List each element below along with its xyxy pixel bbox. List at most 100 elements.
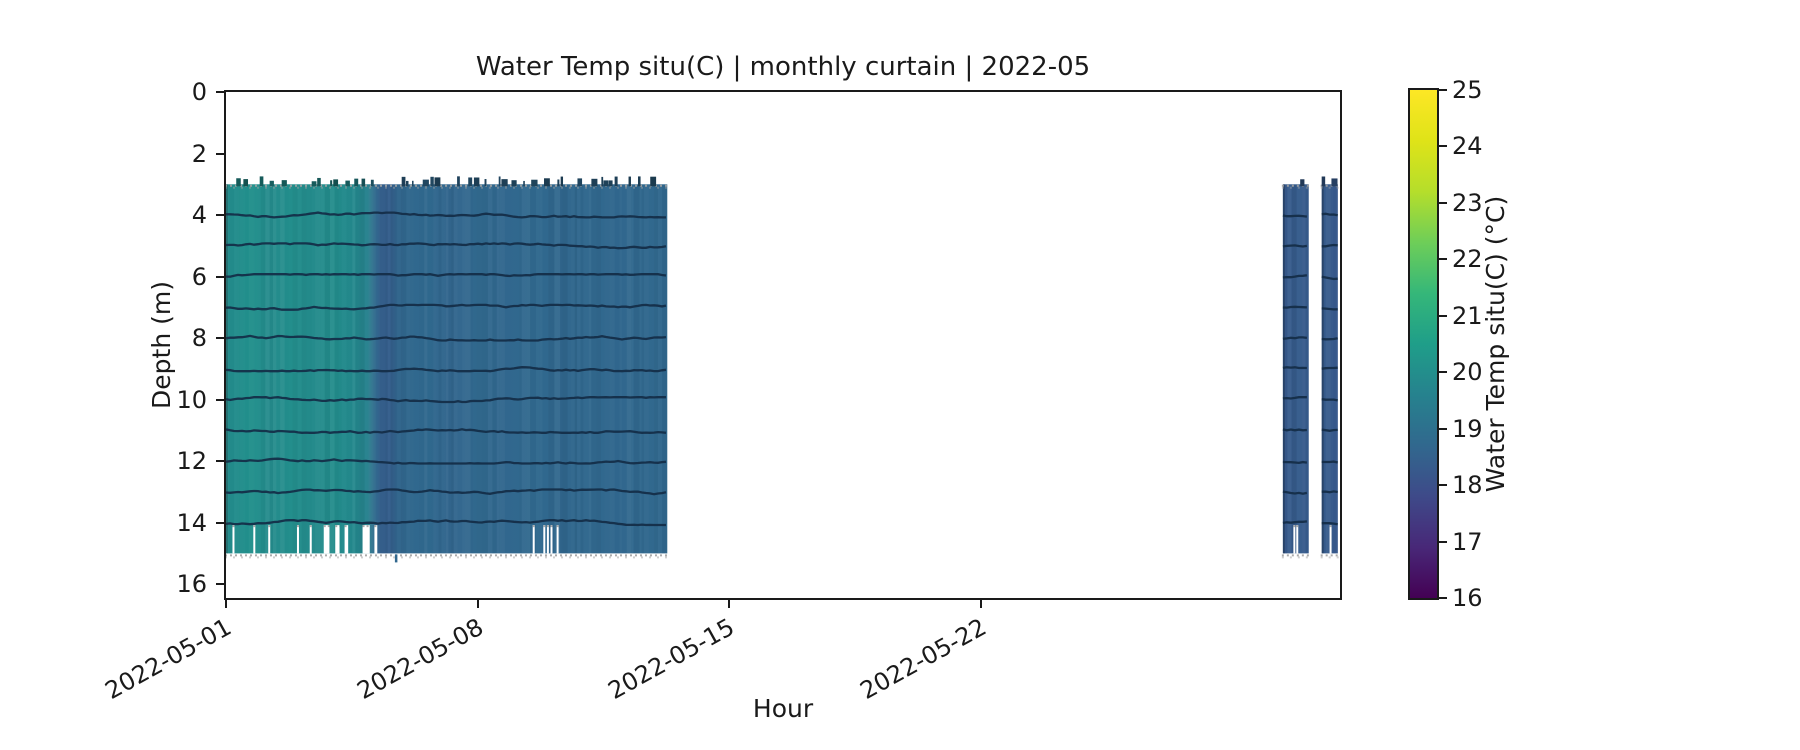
y-tick-mark [216, 398, 224, 401]
y-tick-label: 16 [176, 570, 207, 599]
y-tick-label: 4 [191, 201, 207, 230]
y-tick-label: 0 [191, 78, 207, 106]
data-gap [1296, 525, 1299, 554]
contour-line [226, 428, 667, 434]
colorbar-tick-label: 17 [1452, 527, 1483, 556]
contour-line [1282, 305, 1307, 309]
data-gap [546, 525, 549, 554]
y-tick-label: 12 [176, 447, 207, 476]
main-curtain-block [226, 176, 670, 563]
y-tick-label: 10 [176, 385, 207, 414]
contour-line [1321, 460, 1338, 464]
x-tick-mark [979, 599, 982, 608]
contour-line [1282, 428, 1307, 432]
contour-line [1321, 275, 1338, 281]
y-tick-label: 8 [191, 324, 207, 353]
contour-line [226, 211, 666, 219]
colorbar [1408, 88, 1439, 600]
surface-tick [430, 176, 434, 187]
surface-tick [333, 179, 339, 187]
surface-tick [531, 179, 538, 187]
y-tick-mark [216, 583, 224, 586]
data-gap [556, 525, 559, 554]
contour-line [226, 273, 667, 278]
surface-tick [608, 180, 613, 187]
surface-tick [401, 176, 406, 187]
surface-tick [614, 176, 618, 187]
colorbar-tick-label: 25 [1452, 76, 1483, 104]
surface-tick [498, 176, 501, 187]
x-tick-label: 2022-05-01 [100, 612, 237, 705]
contour-line [1321, 212, 1338, 217]
surface-tick [269, 180, 274, 187]
surface-tick [457, 176, 460, 187]
surface-tick [468, 177, 473, 187]
surface-tick [412, 180, 414, 187]
surface-tick [511, 180, 517, 187]
x-axis-label: Hour [752, 694, 814, 723]
below-edge-spike [394, 554, 398, 563]
colorbar-tick-label: 23 [1452, 188, 1483, 217]
colorbar-tick-mark [1439, 145, 1447, 148]
colorbar-tick-mark [1439, 89, 1447, 91]
data-gap [550, 525, 553, 554]
contour-line [226, 457, 667, 465]
contour-line [1321, 337, 1338, 341]
surface-tick [361, 178, 366, 187]
strip-2 [1320, 176, 1340, 559]
contour-line [226, 303, 667, 311]
colorbar-tick-label: 16 [1452, 584, 1483, 612]
x-tick-mark [728, 599, 731, 608]
y-tick-mark [216, 275, 224, 278]
contour-line [1321, 398, 1338, 402]
contour-line [1321, 490, 1338, 494]
colorbar-tick-label: 18 [1452, 471, 1483, 500]
y-tick-mark [216, 460, 224, 463]
colorbar-tick-mark [1439, 484, 1447, 487]
surface-tick [311, 181, 317, 187]
surface-tick [370, 179, 374, 187]
x-tick-mark [225, 599, 227, 608]
data-gap [532, 525, 535, 554]
contour-line [1282, 490, 1308, 495]
contour-line [1282, 520, 1308, 525]
y-tick-label: 14 [176, 508, 207, 537]
surface-tick [544, 178, 550, 187]
surface-tick [1300, 179, 1305, 187]
colorbar-tick-label: 22 [1452, 245, 1483, 274]
surface-tick [603, 180, 609, 187]
surface-tick [330, 180, 333, 187]
contour-line [1321, 428, 1338, 432]
data-gap [253, 525, 256, 554]
data-gap [1293, 525, 1296, 554]
data-gap [374, 525, 378, 554]
colorbar-tick-mark [1439, 258, 1447, 261]
colorbar-tick-mark [1439, 597, 1447, 599]
surface-tick [557, 179, 560, 187]
surface-tick [638, 176, 641, 187]
contour-line [1321, 307, 1338, 311]
data-gap [543, 525, 546, 554]
surface-tick [243, 179, 249, 187]
surface-tick [345, 180, 350, 187]
data-gap [362, 525, 370, 554]
data-gap [335, 525, 340, 554]
contour-line [1321, 243, 1338, 248]
surface-tick [628, 176, 631, 187]
data-gap [268, 525, 271, 554]
strip-1 [1281, 179, 1311, 559]
colorbar-label: Water Temp situ(C) (°C) [1481, 195, 1510, 493]
y-tick-mark [216, 521, 224, 524]
contour-line [1282, 396, 1307, 400]
data-gap [296, 525, 299, 554]
surface-tick [1321, 176, 1326, 187]
surface-tick [434, 177, 441, 187]
y-tick-mark [216, 337, 224, 340]
colorbar-tick-mark [1439, 314, 1447, 317]
surface-tick [577, 178, 583, 187]
contour-line [1321, 366, 1338, 370]
surface-tick [354, 178, 359, 187]
surface-tick [484, 179, 487, 187]
colorbar-tick-mark [1439, 540, 1447, 543]
